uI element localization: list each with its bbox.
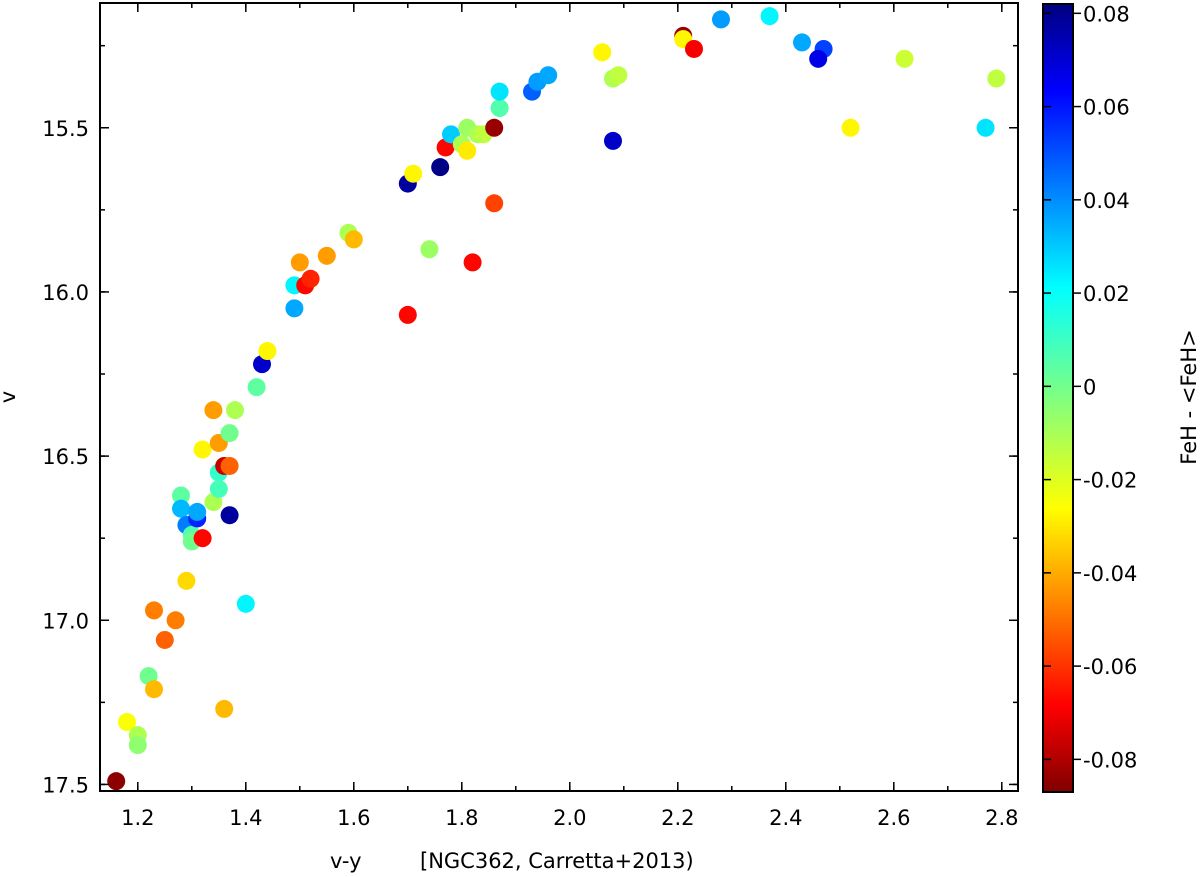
data-point-31 <box>247 378 266 397</box>
y-tick-label-1: 16.0 <box>42 281 89 305</box>
x-tick-label-0: 1.2 <box>121 806 154 830</box>
data-point-5 <box>145 680 163 699</box>
data-point-0 <box>107 772 126 791</box>
y-tick-label-4: 17.5 <box>42 773 89 797</box>
x-tick-label-8: 2.8 <box>985 806 1018 830</box>
data-point-77 <box>987 69 1006 88</box>
data-point-69 <box>712 10 730 29</box>
data-point-33 <box>258 342 277 361</box>
data-point-73 <box>809 49 828 68</box>
data-point-17 <box>193 529 212 548</box>
x-tick-label-5: 2.2 <box>661 806 694 830</box>
data-point-74 <box>841 118 860 137</box>
data-point-10 <box>172 499 190 518</box>
points-layer <box>107 7 1006 791</box>
data-point-6 <box>145 601 163 620</box>
data-point-61 <box>539 66 558 85</box>
data-point-38 <box>301 269 320 288</box>
x-tick-label-1: 1.4 <box>229 806 262 830</box>
data-point-44 <box>404 164 423 183</box>
data-point-36 <box>290 253 309 272</box>
data-point-75 <box>895 49 914 68</box>
y-axis: 15.5 16.0 16.5 17.0 17.5 <box>42 44 1018 797</box>
data-point-9 <box>172 486 190 505</box>
data-point-29 <box>236 594 255 613</box>
data-point-62 <box>593 43 612 62</box>
colorbar-tick-label-6: -0.04 <box>1083 562 1137 586</box>
x-tick-label-4: 2.0 <box>553 806 586 830</box>
data-point-26 <box>220 424 239 443</box>
data-point-8 <box>166 611 185 630</box>
colorbar-tick-label-1: 0.06 <box>1083 96 1130 120</box>
data-point-3 <box>128 736 147 755</box>
data-point-41 <box>344 230 363 249</box>
x-axis: 1.2 1.4 1.6 1.8 2.0 2.2 2.4 2.6 2.8 <box>121 3 1019 830</box>
data-point-76 <box>976 118 995 137</box>
data-point-65 <box>609 66 628 85</box>
data-point-43 <box>398 305 417 324</box>
colorbar-tick-label-7: -0.06 <box>1083 655 1137 679</box>
data-point-16 <box>188 502 207 521</box>
data-point-56 <box>485 118 504 137</box>
colorbar <box>1042 3 1074 793</box>
data-point-70 <box>760 7 779 26</box>
data-point-18 <box>193 440 212 459</box>
data-point-35 <box>285 299 304 318</box>
data-point-30 <box>215 699 234 718</box>
x-tick-label-2: 1.6 <box>337 806 370 830</box>
y-tick-label-2: 16.5 <box>42 445 89 469</box>
plot-frame <box>99 2 1019 792</box>
colorbar-label: FeH - <FeH> <box>1177 329 1200 464</box>
data-point-25 <box>220 456 239 475</box>
data-point-68 <box>685 39 703 58</box>
data-point-27 <box>220 506 239 525</box>
colorbar-tick-label-2: 0.04 <box>1083 189 1130 213</box>
data-point-45 <box>420 240 439 259</box>
data-point-1 <box>118 713 136 732</box>
data-point-23 <box>209 479 228 498</box>
data-point-63 <box>604 131 622 150</box>
colorbar-tick-label-8: -0.08 <box>1083 748 1137 772</box>
x-tick-label-6: 2.4 <box>769 806 802 830</box>
data-point-46 <box>431 158 450 177</box>
y-tick-label-3: 17.0 <box>42 609 89 633</box>
data-point-39 <box>317 246 336 265</box>
data-point-7 <box>155 630 174 649</box>
data-point-58 <box>490 82 509 101</box>
data-point-71 <box>793 33 811 52</box>
x-axis-label-note: [NGC362, Carretta+2013) <box>420 849 694 873</box>
x-tick-label-3: 1.8 <box>445 806 478 830</box>
y-axis-label: v <box>0 391 20 403</box>
data-point-52 <box>463 253 482 272</box>
data-point-55 <box>485 194 504 213</box>
colorbar-tick-label-5: -0.02 <box>1083 469 1137 493</box>
data-point-12 <box>177 571 196 590</box>
colorbar-tick-label-3: 0.02 <box>1083 282 1130 306</box>
colorbar-axis: 0.08 0.06 0.04 0.02 0 -0.02 -0.04 -0.06 -0.08 <box>1043 2 1137 772</box>
data-point-57 <box>490 99 509 118</box>
data-point-28 <box>226 401 244 420</box>
data-point-19 <box>204 401 223 420</box>
x-tick-label-7: 2.6 <box>877 806 910 830</box>
x-axis-label: v-y <box>330 849 362 873</box>
colorbar-tick-label-0: 0.08 <box>1083 2 1130 26</box>
colorbar-tick-label-4: 0 <box>1083 375 1096 399</box>
y-tick-label-0: 15.5 <box>42 117 89 141</box>
data-point-50 <box>458 141 477 160</box>
